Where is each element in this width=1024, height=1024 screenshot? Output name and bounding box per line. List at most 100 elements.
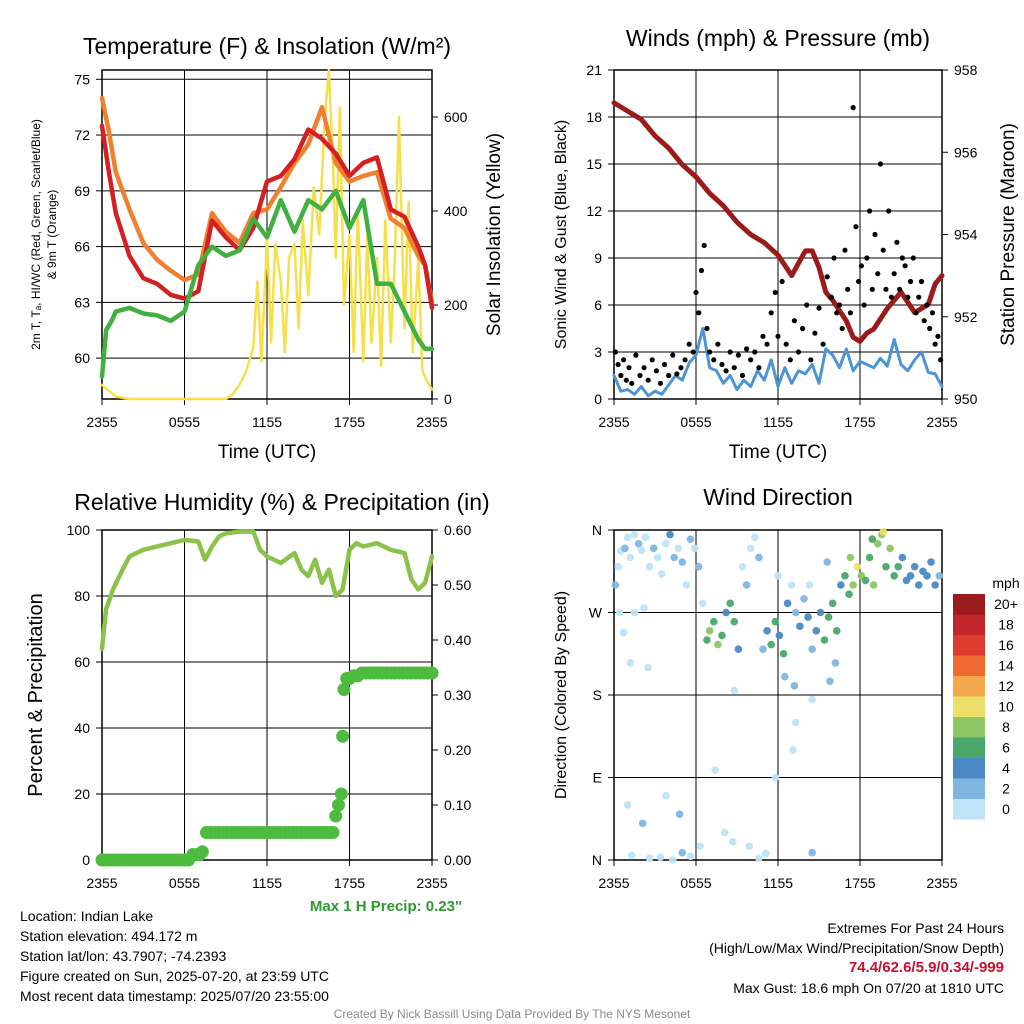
station-info: Location: Indian Lake Station elevation:… <box>20 906 329 1006</box>
gust-point <box>918 278 925 285</box>
wind-direction-point <box>750 533 759 542</box>
gust-point <box>850 105 856 111</box>
gust-point <box>626 365 632 371</box>
panel2-y-tick-label: 18 <box>586 109 602 125</box>
gust-point <box>698 267 705 274</box>
panel4-frame <box>613 529 943 861</box>
gust-point <box>693 289 699 296</box>
wind-direction-point <box>805 581 814 589</box>
gust-point <box>787 357 793 363</box>
legend-title: mph <box>992 575 1019 591</box>
wind-direction-point <box>927 558 935 566</box>
panel1-y-tick-label: 72 <box>74 127 90 143</box>
legend-swatch <box>953 799 985 820</box>
gust-point <box>731 365 737 371</box>
legend-swatch <box>953 778 985 799</box>
legend-swatch <box>953 758 985 779</box>
legend-label: 12 <box>998 678 1014 694</box>
panel3-x-tick-label: 1155 <box>252 875 282 891</box>
winds-y2-label: Station Pressure (Maroon) <box>998 123 1019 346</box>
temp-series-1 <box>99 95 435 305</box>
gust-point <box>791 318 798 324</box>
temp-series-4 <box>100 68 434 401</box>
gust-point <box>839 325 845 332</box>
gust-point <box>719 361 725 368</box>
wind-direction-point <box>711 766 719 774</box>
panel3-y2-tick-label: 0.60 <box>444 522 471 538</box>
wind-direction-point <box>621 544 629 553</box>
wind-direction-point <box>730 617 739 626</box>
panel1-y2-tick-label: 0 <box>444 391 452 407</box>
panel4-x-tick-label: 2355 <box>598 875 629 891</box>
wind-direction-point <box>678 558 687 566</box>
panel3-x-tick-label: 0555 <box>169 875 200 891</box>
wind-direction-point <box>791 718 800 727</box>
precip-point <box>326 826 340 839</box>
gust-point <box>645 377 651 383</box>
gust-point <box>775 333 781 339</box>
panel2-y2-tick-label: 950 <box>954 391 978 407</box>
wind-direction-point <box>653 553 662 562</box>
gust-point <box>653 368 659 374</box>
gust-point <box>678 365 684 371</box>
wind-direction-point <box>882 562 890 571</box>
wind-direction-point <box>644 663 652 672</box>
gust-point <box>891 271 897 277</box>
panel2-x-tick-label: 0555 <box>680 414 711 430</box>
panel4-y-tick-label: S <box>593 687 602 703</box>
wind-speed-series <box>612 327 944 398</box>
gust-point <box>880 247 886 253</box>
gust-point <box>696 310 702 316</box>
panel2-y-tick-label: 21 <box>586 62 602 78</box>
panel2-frame <box>613 69 943 400</box>
wind-direction-point <box>626 553 635 562</box>
rh-chart-title: Relative Humidity (%) & Precipitation (i… <box>74 489 489 515</box>
wind-direction-point <box>759 645 767 653</box>
wind-direction-point <box>656 853 665 862</box>
gust-point <box>831 255 837 261</box>
wind-direction-point <box>746 544 755 553</box>
wind-direction-point <box>718 631 726 640</box>
gust-point <box>883 286 889 292</box>
wind-direction-point <box>755 854 763 862</box>
gust-point <box>816 305 822 311</box>
temp-y-label-line2: & 9m T (Orange) <box>45 190 59 280</box>
gust-point <box>820 341 826 347</box>
wind-direction-point <box>868 535 877 543</box>
gust-point <box>620 357 627 363</box>
wind-direction-point <box>626 659 635 667</box>
precip-point <box>334 787 348 801</box>
gust-point <box>845 286 851 292</box>
wind-direction-point <box>761 849 770 858</box>
panel1-frame <box>101 69 433 400</box>
legend-swatch <box>953 635 985 656</box>
precip-point <box>329 809 343 823</box>
wind-direction-point <box>890 572 898 580</box>
wind-direction-point <box>670 553 678 562</box>
panel2-x-tick-label: 2355 <box>598 414 629 430</box>
legend-label: 10 <box>998 699 1014 715</box>
wind-direction-point <box>686 852 695 861</box>
panel1-y-tick-label: 69 <box>74 183 90 199</box>
panel1-y-tick-label: 66 <box>74 239 90 255</box>
wind-direction-point <box>699 599 707 608</box>
recent-text: Most recent data timestamp: 2025/07/20 2… <box>20 988 329 1004</box>
gust-point <box>935 333 941 339</box>
gust-point <box>886 208 892 214</box>
gust-point <box>756 365 762 371</box>
precip-point <box>337 683 351 696</box>
wind-direction-point <box>791 608 800 617</box>
panel3-x-tick-label: 1755 <box>334 875 365 891</box>
gust-point <box>686 341 692 347</box>
gust-point <box>847 310 854 316</box>
legend-label: 16 <box>998 637 1014 653</box>
wind-direction-point <box>638 819 647 828</box>
panel4-y-tick-label: W <box>589 605 603 621</box>
gust-point <box>748 357 754 363</box>
panel2-x-tick-label: 1155 <box>763 414 793 430</box>
wind-direction-point <box>619 628 628 637</box>
gust-point <box>842 247 848 253</box>
extremes-values: 74.4/62.6/5.9/0.34/-999 <box>848 959 1004 976</box>
gust-point <box>812 330 818 336</box>
legend-label: 2 <box>1002 781 1010 797</box>
